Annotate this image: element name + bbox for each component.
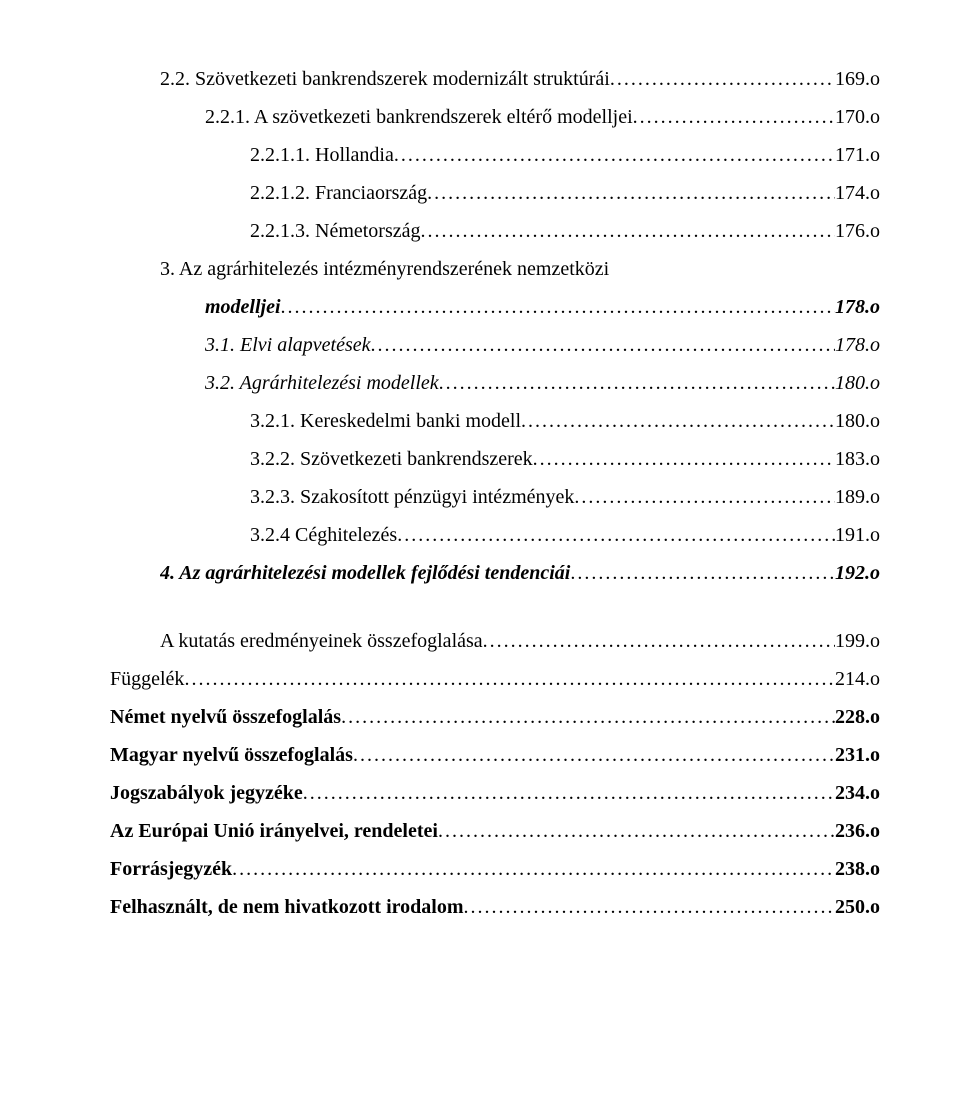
toc-dot-leader	[570, 554, 835, 592]
toc-entry-title: 2.2. Szövetkezeti bankrendszerek moderni…	[160, 60, 610, 98]
toc-dot-leader	[574, 478, 835, 516]
toc-dot-leader	[521, 402, 835, 440]
toc-entry-page: 189.o	[835, 478, 880, 516]
toc-entry: modelljei 178.o	[205, 288, 880, 326]
toc-entry: 3.2.4 Céghitelezés 191.o	[250, 516, 880, 554]
toc-entry-page: 250.o	[835, 888, 880, 926]
toc-dot-leader	[232, 850, 835, 888]
toc-entry: 2.2.1. A szövetkezeti bankrendszerek elt…	[205, 98, 880, 136]
toc-entry: 3.2.1. Kereskedelmi banki modell 180.o	[250, 402, 880, 440]
toc-entry-page: 234.o	[835, 774, 880, 812]
toc-entry-title: 3.2.3. Szakosított pénzügyi intézmények	[250, 478, 574, 516]
toc-entry-title: 4. Az agrárhitelezési modellek fejlődési…	[160, 554, 570, 592]
toc-entry: Forrásjegyzék 238.o	[110, 850, 880, 888]
toc-entry: 3. Az agrárhitelezés intézményrendszerén…	[160, 250, 880, 288]
toc-dot-leader	[464, 888, 835, 926]
toc-dot-leader	[281, 288, 835, 326]
toc-dot-leader	[341, 698, 835, 736]
toc-dot-leader	[439, 364, 835, 402]
toc-entry-title: 3.2. Agrárhitelezési modellek	[205, 364, 439, 402]
toc-entry-page: 178.o	[835, 326, 880, 364]
toc-entry: A kutatás eredményeinek összefoglalása 19…	[160, 622, 880, 660]
toc-entry-page: 180.o	[835, 364, 880, 402]
toc-entry-title: Jogszabályok jegyzéke	[110, 774, 303, 812]
toc-spacer	[110, 592, 880, 622]
toc-entry-title: 2.2.1.2. Franciaország	[250, 174, 427, 212]
toc-entry: Felhasznált, de nem hivatkozott irodalom…	[110, 888, 880, 926]
toc-entry-page: 199.o	[835, 622, 880, 660]
toc-dot-leader	[353, 736, 835, 774]
toc-entry-page: 169.o	[835, 60, 880, 98]
toc-entry-page: 171.o	[835, 136, 880, 174]
toc-entry-title: 3.1. Elvi alapvetések	[205, 326, 371, 364]
toc-entry-title: A kutatás eredményeinek összefoglalása	[160, 622, 483, 660]
toc-entry-title: Német nyelvű összefoglalás	[110, 698, 341, 736]
toc-entry: Az Európai Unió irányelvei, rendeletei 23…	[110, 812, 880, 850]
toc-entry: 3.2.3. Szakosított pénzügyi intézmények 1…	[250, 478, 880, 516]
toc-dot-leader	[371, 326, 836, 364]
toc-entry-title: Az Európai Unió irányelvei, rendeletei	[110, 812, 438, 850]
toc-entry: 4. Az agrárhitelezési modellek fejlődési…	[160, 554, 880, 592]
toc-entry-page: 178.o	[835, 288, 880, 326]
toc-entry: 2.2. Szövetkezeti bankrendszerek moderni…	[160, 60, 880, 98]
toc-entry-title: Forrásjegyzék	[110, 850, 232, 888]
toc-entry-title: 3.2.1. Kereskedelmi banki modell	[250, 402, 521, 440]
toc-entry: 2.2.1.2. Franciaország 174.o	[250, 174, 880, 212]
toc-entry-title: 3.2.2. Szövetkezeti bankrendszerek	[250, 440, 533, 478]
toc-entry-page: 183.o	[835, 440, 880, 478]
toc-entry-title: 2.2.1.3. Németország	[250, 212, 421, 250]
toc-entry-title: 2.2.1.1. Hollandia	[250, 136, 394, 174]
toc-dot-leader	[397, 516, 835, 554]
toc-entry-page: 231.o	[835, 736, 880, 774]
toc-dot-leader	[438, 812, 835, 850]
toc-dot-leader	[633, 98, 835, 136]
toc-dot-leader	[184, 660, 835, 698]
toc-entry-page: 228.o	[835, 698, 880, 736]
toc-dot-leader	[421, 212, 835, 250]
toc-dot-leader	[303, 774, 835, 812]
toc-entry-page: 236.o	[835, 812, 880, 850]
toc-list: 2.2. Szövetkezeti bankrendszerek moderni…	[110, 60, 880, 926]
toc-entry: 3.2. Agrárhitelezési modellek 180.o	[205, 364, 880, 402]
toc-entry: 2.2.1.3. Németország 176.o	[250, 212, 880, 250]
toc-entry-title: Függelék	[110, 660, 184, 698]
toc-entry-title: Felhasznált, de nem hivatkozott irodalom	[110, 888, 464, 926]
toc-entry-title: 3. Az agrárhitelezés intézményrendszerén…	[160, 250, 609, 288]
toc-entry-page: 176.o	[835, 212, 880, 250]
toc-entry-title: Magyar nyelvű összefoglalás	[110, 736, 353, 774]
toc-entry-page: 238.o	[835, 850, 880, 888]
toc-entry-page: 191.o	[835, 516, 880, 554]
toc-entry: 2.2.1.1. Hollandia 171.o	[250, 136, 880, 174]
toc-entry-page: 170.o	[835, 98, 880, 136]
toc-entry-page: 192.o	[835, 554, 880, 592]
toc-entry: 3.1. Elvi alapvetések 178.o	[205, 326, 880, 364]
toc-entry: Függelék 214.o	[110, 660, 880, 698]
toc-entry-page: 174.o	[835, 174, 880, 212]
toc-dot-leader	[533, 440, 835, 478]
toc-dot-leader	[427, 174, 835, 212]
toc-entry-page: 214.o	[835, 660, 880, 698]
toc-entry-title: 2.2.1. A szövetkezeti bankrendszerek elt…	[205, 98, 633, 136]
toc-page: 2.2. Szövetkezeti bankrendszerek moderni…	[0, 0, 960, 966]
toc-entry-page: 180.o	[835, 402, 880, 440]
toc-dot-leader	[483, 622, 835, 660]
toc-entry-title: 3.2.4 Céghitelezés	[250, 516, 397, 554]
toc-entry: 3.2.2. Szövetkezeti bankrendszerek 183.o	[250, 440, 880, 478]
toc-entry: Jogszabályok jegyzéke 234.o	[110, 774, 880, 812]
toc-entry: Magyar nyelvű összefoglalás 231.o	[110, 736, 880, 774]
toc-dot-leader	[394, 136, 835, 174]
toc-entry-title: modelljei	[205, 288, 281, 326]
toc-dot-leader	[610, 60, 835, 98]
toc-entry: Német nyelvű összefoglalás 228.o	[110, 698, 880, 736]
